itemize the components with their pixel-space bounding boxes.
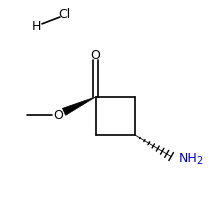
Text: H: H — [32, 20, 41, 33]
Text: 2: 2 — [196, 156, 203, 166]
Text: O: O — [53, 108, 63, 122]
Text: NH: NH — [178, 151, 197, 165]
Polygon shape — [62, 97, 96, 115]
Text: O: O — [91, 49, 101, 62]
Text: Cl: Cl — [58, 8, 70, 22]
